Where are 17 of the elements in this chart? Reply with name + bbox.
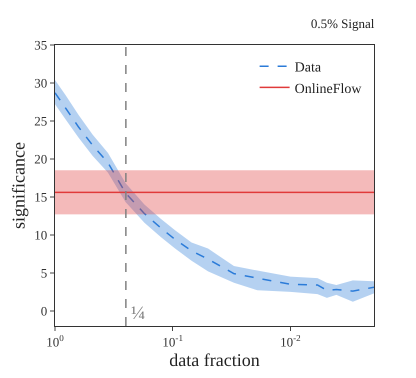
y-tick-label: 10	[34, 227, 48, 242]
y-axis-title: significance	[8, 142, 28, 229]
y-tick-label: 5	[40, 265, 48, 280]
y-tick-label: 35	[34, 38, 48, 53]
legend-label: OnlineFlow	[294, 82, 362, 97]
legend-label: Data	[294, 60, 322, 76]
y-tick-label: 0	[40, 303, 48, 318]
y-tick-label: 30	[34, 76, 48, 91]
chart-title: 0.5% Signal	[310, 16, 375, 31]
x-tick-label: 10$^{0}$	[46, 333, 64, 350]
ref-line-label: ¼	[131, 303, 146, 324]
x-tick-label: 10$^{-2}$	[280, 333, 302, 350]
y-tick-label: 25	[34, 114, 48, 128]
y-tick-label: 15	[34, 189, 48, 204]
x-axis-title: data fraction	[169, 350, 260, 370]
y-tick-label: 20	[34, 151, 48, 166]
x-tick-label: 10$^{-1}$	[162, 333, 183, 350]
